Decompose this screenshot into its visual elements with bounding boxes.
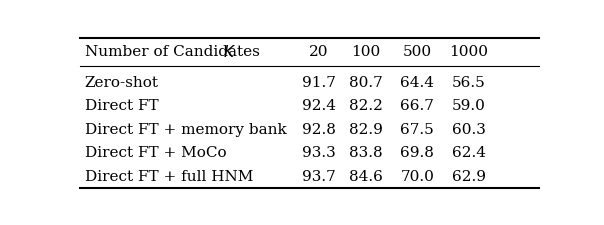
Text: 20: 20 [309, 45, 329, 59]
Text: 56.5: 56.5 [452, 75, 486, 89]
Text: 83.8: 83.8 [349, 146, 382, 160]
Text: 100: 100 [351, 45, 381, 59]
Text: Zero-shot: Zero-shot [85, 75, 159, 89]
Text: 62.9: 62.9 [452, 169, 486, 183]
Text: 67.5: 67.5 [400, 122, 434, 136]
Text: Number of Candidates: Number of Candidates [85, 45, 265, 59]
Text: 92.4: 92.4 [302, 99, 336, 113]
Text: 91.7: 91.7 [302, 75, 336, 89]
Text: 92.8: 92.8 [302, 122, 336, 136]
Text: 82.9: 82.9 [349, 122, 383, 136]
Text: 64.4: 64.4 [400, 75, 434, 89]
Text: 500: 500 [403, 45, 432, 59]
Text: Direct FT + MoCo: Direct FT + MoCo [85, 146, 226, 160]
Text: 84.6: 84.6 [349, 169, 383, 183]
Text: 59.0: 59.0 [452, 99, 486, 113]
Text: Direct FT + memory bank: Direct FT + memory bank [85, 122, 287, 136]
Text: 69.8: 69.8 [400, 146, 434, 160]
Text: Direct FT + full HNM: Direct FT + full HNM [85, 169, 253, 183]
Text: 62.4: 62.4 [452, 146, 486, 160]
Text: 66.7: 66.7 [400, 99, 434, 113]
Text: $K$: $K$ [223, 44, 236, 60]
Text: 80.7: 80.7 [349, 75, 382, 89]
Text: 1000: 1000 [449, 45, 488, 59]
Text: 82.2: 82.2 [349, 99, 383, 113]
Text: Direct FT: Direct FT [85, 99, 158, 113]
Text: 93.7: 93.7 [302, 169, 336, 183]
Text: 60.3: 60.3 [452, 122, 486, 136]
Text: 93.3: 93.3 [302, 146, 336, 160]
Text: 70.0: 70.0 [400, 169, 434, 183]
